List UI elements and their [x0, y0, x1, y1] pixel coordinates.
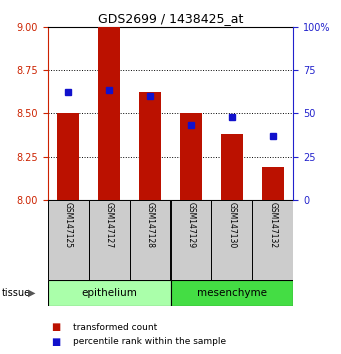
Text: GSM147129: GSM147129 — [187, 202, 195, 249]
Text: percentile rank within the sample: percentile rank within the sample — [73, 337, 226, 346]
Text: GSM147128: GSM147128 — [146, 202, 154, 249]
Bar — [130, 200, 170, 280]
Bar — [139, 92, 161, 200]
Bar — [262, 167, 284, 200]
Text: GSM147125: GSM147125 — [64, 202, 73, 249]
Text: ▶: ▶ — [28, 288, 36, 298]
Bar — [48, 200, 89, 280]
Bar — [89, 200, 130, 280]
Text: ■: ■ — [51, 337, 60, 347]
Bar — [211, 200, 252, 280]
Bar — [252, 200, 293, 280]
Text: transformed count: transformed count — [73, 323, 158, 332]
Bar — [170, 280, 293, 306]
Text: GSM147132: GSM147132 — [268, 202, 277, 249]
Text: GSM147127: GSM147127 — [105, 202, 114, 249]
Text: ■: ■ — [51, 322, 60, 332]
Text: epithelium: epithelium — [81, 288, 137, 298]
Bar — [180, 113, 202, 200]
Text: tissue: tissue — [2, 288, 31, 298]
Bar — [48, 280, 170, 306]
Bar — [221, 134, 243, 200]
Title: GDS2699 / 1438425_at: GDS2699 / 1438425_at — [98, 12, 243, 25]
Text: GSM147130: GSM147130 — [227, 202, 236, 249]
Bar — [98, 27, 120, 200]
Bar — [170, 200, 211, 280]
Bar — [57, 113, 79, 200]
Text: mesenchyme: mesenchyme — [197, 288, 267, 298]
